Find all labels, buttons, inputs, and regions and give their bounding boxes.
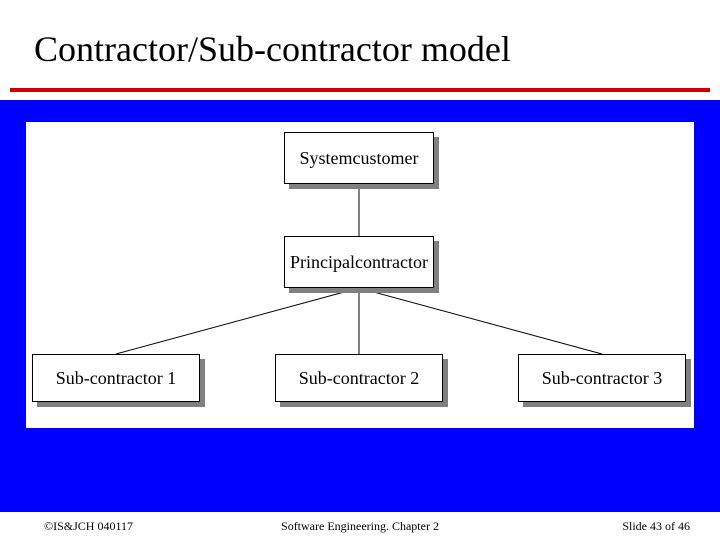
node-box: Sub-contractor 3: [518, 354, 686, 402]
node-label-line: customer: [353, 148, 419, 169]
node-principal: Principalcontractor: [284, 236, 434, 288]
node-box: Sub-contractor 1: [32, 354, 200, 402]
edge-principal-sub3: [359, 288, 602, 354]
node-label-line: System: [300, 148, 353, 169]
node-label-line: contractor: [355, 252, 428, 273]
title-area: Contractor/Sub-contractor model: [0, 0, 720, 100]
node-label-line: Sub-contractor 1: [56, 368, 176, 389]
node-label-line: Principal: [290, 252, 355, 273]
node-box: Sub-contractor 2: [275, 354, 443, 402]
node-sub3: Sub-contractor 3: [518, 354, 686, 402]
node-box: Principalcontractor: [284, 236, 434, 288]
node-sub2: Sub-contractor 2: [275, 354, 443, 402]
node-label-line: Sub-contractor 3: [542, 368, 662, 389]
footer-right: Slide 43 of 46: [622, 519, 690, 534]
footer-left: ©IS&JCH 040117: [44, 519, 133, 534]
edge-principal-sub1: [116, 288, 359, 354]
footer: Software Engineering. Chapter 2 ©IS&JCH …: [0, 512, 720, 540]
title-underline: [10, 88, 710, 92]
slide-title: Contractor/Sub-contractor model: [34, 28, 720, 70]
node-sub1: Sub-contractor 1: [32, 354, 200, 402]
node-label-line: Sub-contractor 2: [299, 368, 419, 389]
node-customer: Systemcustomer: [284, 132, 434, 184]
diagram-panel: Systemcustomer Principalcontractor Sub-con…: [26, 122, 694, 428]
node-box: Systemcustomer: [284, 132, 434, 184]
